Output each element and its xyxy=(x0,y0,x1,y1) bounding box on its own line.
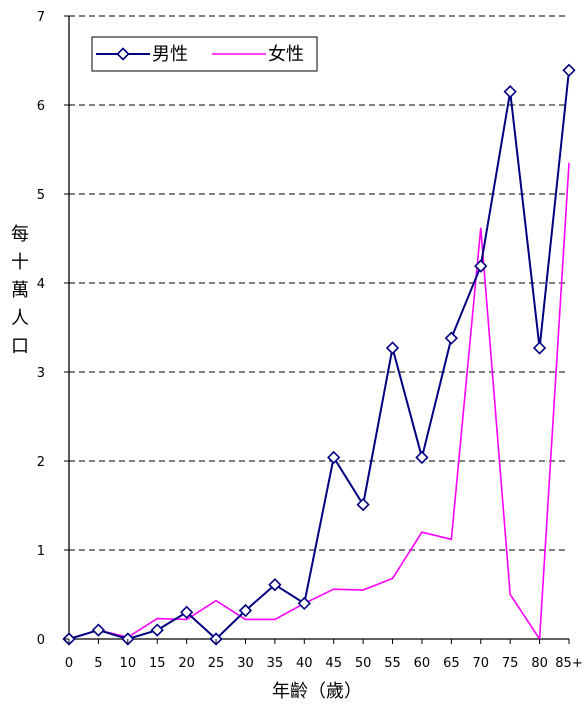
data-point-male xyxy=(180,605,194,619)
y-tick-label: 0 xyxy=(37,633,45,648)
y-axis-title-text: 每十萬人口 xyxy=(11,224,29,357)
legend-label-female: 女性 xyxy=(268,44,304,65)
data-point-male xyxy=(268,578,282,592)
x-axis-title: 年齡（歲） xyxy=(272,681,362,702)
x-tick-label: 35 xyxy=(267,656,284,671)
y-axis-title: 每十萬人口 xyxy=(11,224,29,357)
x-tick-label: 40 xyxy=(296,656,313,671)
x-tick-label: 80 xyxy=(531,656,548,671)
x-tick-label: 30 xyxy=(237,656,254,671)
y-tick-label: 2 xyxy=(37,455,45,470)
data-point-male xyxy=(562,63,576,77)
x-tick-label: 5 xyxy=(94,656,102,671)
axes xyxy=(68,16,569,640)
x-tick-label: 0 xyxy=(65,656,73,671)
y-tick-label: 4 xyxy=(37,277,45,292)
x-tick-label: 70 xyxy=(472,656,489,671)
x-tick-label: 85+ xyxy=(555,656,582,671)
data-point-male xyxy=(297,596,311,611)
data-point-male xyxy=(415,450,429,465)
data-point-male xyxy=(474,259,488,273)
x-tick-label: 75 xyxy=(502,656,519,671)
data-point-male xyxy=(91,623,106,637)
data-point-male xyxy=(385,341,400,355)
y-tick-label: 6 xyxy=(37,99,45,114)
x-tick-label: 45 xyxy=(325,656,342,671)
data-point-male xyxy=(444,331,458,345)
y-tick-label: 1 xyxy=(37,544,45,559)
x-tick-label: 55 xyxy=(384,656,401,671)
data-point-male xyxy=(327,450,341,465)
legend-marker-male xyxy=(116,47,130,61)
data-point-male xyxy=(356,497,370,512)
data-point-male xyxy=(150,623,164,637)
series-lines xyxy=(62,63,576,646)
x-tick-label: 50 xyxy=(355,656,372,671)
legend: 男性 女性 xyxy=(91,36,318,72)
x-tick-label: 25 xyxy=(208,656,225,671)
x-tick-label: 15 xyxy=(149,656,166,671)
series-line-male xyxy=(68,70,570,641)
x-tick-label: 10 xyxy=(120,656,137,671)
series-line-female xyxy=(68,162,570,642)
y-tick-label: 3 xyxy=(37,366,45,381)
gridlines xyxy=(69,15,569,551)
data-point-male xyxy=(503,85,517,99)
data-point-male xyxy=(532,341,547,355)
x-tick-label: 60 xyxy=(414,656,431,671)
y-tick-label: 7 xyxy=(37,10,45,25)
x-tick-label: 20 xyxy=(178,656,195,671)
legend-label-male: 男性 xyxy=(152,44,188,65)
x-tick-label: 65 xyxy=(443,656,460,671)
data-point-male xyxy=(238,603,253,618)
y-tick-label: 5 xyxy=(37,188,45,203)
